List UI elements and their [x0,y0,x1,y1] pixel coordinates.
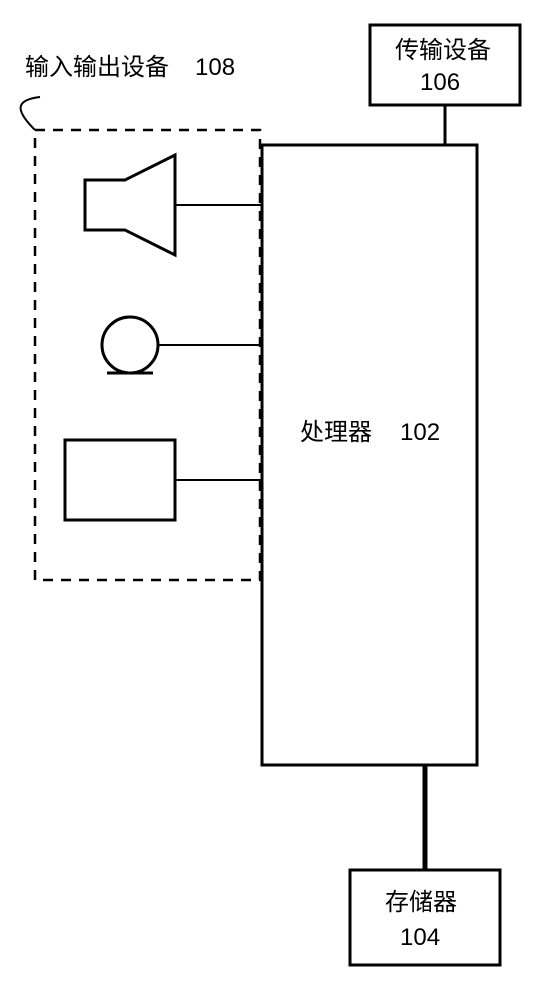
memory-label: 存储器 [385,889,457,916]
speaker-icon [85,155,175,255]
memory-number: 104 [400,924,440,951]
screen-icon [65,440,175,520]
io-label: 输入输出设备 [25,54,169,81]
io-number: 108 [195,54,235,81]
transfer-number: 106 [420,69,460,96]
processor-label: 处理器 [300,419,372,446]
io-dashed-box [35,130,260,580]
transfer-label: 传输设备 [395,37,491,64]
processor-number: 102 [400,419,440,446]
processor-box [262,145,477,765]
io-curl-bracket [21,97,40,130]
camera-icon [102,317,158,373]
